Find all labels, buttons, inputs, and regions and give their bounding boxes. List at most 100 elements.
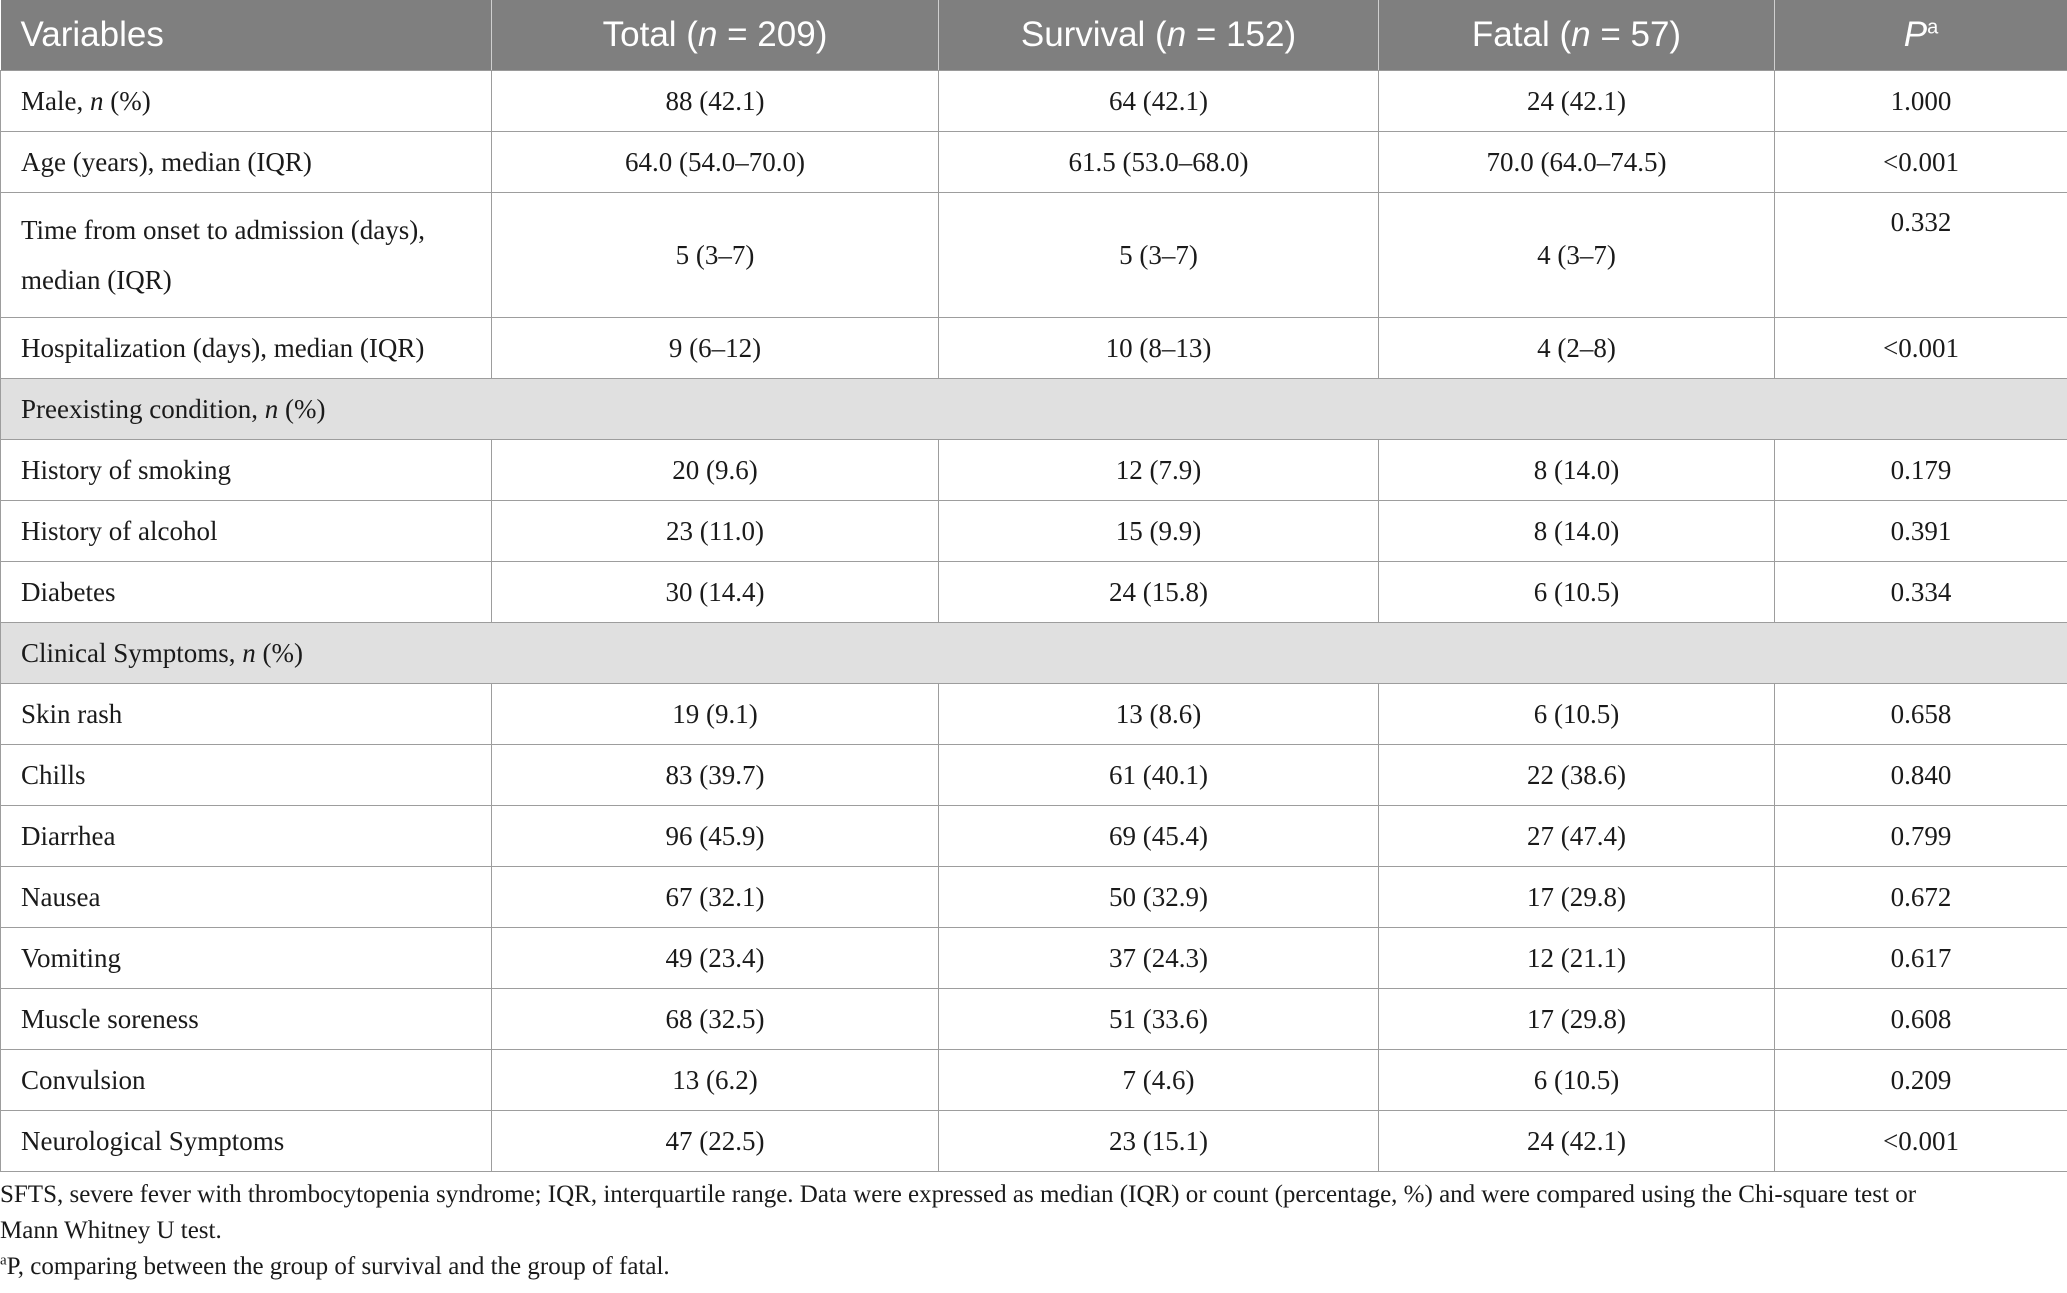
cell-p-value: 0.391 [1774, 500, 2067, 562]
cell-p-value: <0.001 [1774, 1110, 2067, 1172]
row-label: Nausea [0, 866, 492, 928]
table-row: Hospitalization (days), median (IQR) 9 (… [0, 317, 2067, 379]
row-label: History of alcohol [0, 500, 492, 562]
row-label: Hospitalization (days), median (IQR) [0, 317, 492, 379]
table-row: Skin rash 19 (9.1) 13 (8.6) 6 (10.5) 0.6… [0, 683, 2067, 745]
header-p-value: Pa [1774, 0, 2067, 71]
cell-p-value: 0.840 [1774, 744, 2067, 806]
row-label: Chills [0, 744, 492, 806]
table-row: Male, n (%) 88 (42.1) 64 (42.1) 24 (42.1… [0, 70, 2067, 132]
cell-fatal: 17 (29.8) [1378, 988, 1775, 1050]
cell-survival: 64 (42.1) [938, 70, 1379, 132]
header-variables: Variables [0, 0, 492, 71]
cell-fatal: 6 (10.5) [1378, 683, 1775, 745]
cell-p-value: 0.209 [1774, 1049, 2067, 1111]
cell-survival: 50 (32.9) [938, 866, 1379, 928]
cell-p-value: 0.332 [1774, 192, 2067, 318]
cell-total: 49 (23.4) [491, 927, 939, 989]
cell-fatal: 22 (38.6) [1378, 744, 1775, 806]
row-label: Muscle soreness [0, 988, 492, 1050]
cell-survival: 23 (15.1) [938, 1110, 1379, 1172]
table-row: Time from onset to admission (days), medi… [0, 192, 2067, 318]
cell-survival: 61.5 (53.0–68.0) [938, 131, 1379, 193]
cell-fatal: 70.0 (64.0–74.5) [1378, 131, 1775, 193]
section-label: Preexisting condition, n (%) [0, 378, 2067, 440]
header-row: Variables Total (n = 209) Survival (n = … [0, 0, 2067, 71]
cell-fatal: 17 (29.8) [1378, 866, 1775, 928]
cell-p-value: 0.334 [1774, 561, 2067, 623]
row-label: Diabetes [0, 561, 492, 623]
cell-total: 13 (6.2) [491, 1049, 939, 1111]
cell-fatal: 27 (47.4) [1378, 805, 1775, 867]
data-table-container: Variables Total (n = 209) Survival (n = … [0, 0, 2067, 1172]
cell-total: 67 (32.1) [491, 866, 939, 928]
cell-fatal: 6 (10.5) [1378, 561, 1775, 623]
cell-total: 23 (11.0) [491, 500, 939, 562]
cell-fatal: 12 (21.1) [1378, 927, 1775, 989]
table-footnotes: SFTS, severe fever with thrombocytopenia… [0, 1177, 2067, 1285]
cell-survival: 37 (24.3) [938, 927, 1379, 989]
table-row: Age (years), median (IQR) 64.0 (54.0–70.… [0, 131, 2067, 193]
cell-p-value: 0.658 [1774, 683, 2067, 745]
cell-p-value: 0.179 [1774, 439, 2067, 501]
cell-total: 96 (45.9) [491, 805, 939, 867]
cell-p-value: <0.001 [1774, 317, 2067, 379]
cell-fatal: 24 (42.1) [1378, 70, 1775, 132]
cell-fatal: 6 (10.5) [1378, 1049, 1775, 1111]
data-table: Variables Total (n = 209) Survival (n = … [0, 0, 2067, 1172]
cell-total: 64.0 (54.0–70.0) [491, 131, 939, 193]
cell-total: 19 (9.1) [491, 683, 939, 745]
footnote-a: aP, comparing between the group of survi… [0, 1252, 670, 1280]
table-row: History of alcohol 23 (11.0) 15 (9.9) 8 … [0, 500, 2067, 562]
row-label: Vomiting [0, 927, 492, 989]
row-label: Neurological Symptoms [0, 1110, 492, 1172]
section-label: Clinical Symptoms, n (%) [0, 622, 2067, 684]
header-survival: Survival (n = 152) [938, 0, 1379, 71]
cell-p-value: <0.001 [1774, 131, 2067, 193]
cell-survival: 10 (8–13) [938, 317, 1379, 379]
row-label: Skin rash [0, 683, 492, 745]
row-label: Age (years), median (IQR) [0, 131, 492, 193]
table-row: Vomiting 49 (23.4) 37 (24.3) 12 (21.1) 0… [0, 927, 2067, 989]
cell-p-value: 0.672 [1774, 866, 2067, 928]
cell-survival: 69 (45.4) [938, 805, 1379, 867]
row-label: Time from onset to admission (days), medi… [0, 192, 492, 318]
cell-survival: 12 (7.9) [938, 439, 1379, 501]
table-row: Nausea 67 (32.1) 50 (32.9) 17 (29.8) 0.6… [0, 866, 2067, 928]
table-row: Diarrhea 96 (45.9) 69 (45.4) 27 (47.4) 0… [0, 805, 2067, 867]
row-label: Male, n (%) [0, 70, 492, 132]
cell-p-value: 0.799 [1774, 805, 2067, 867]
cell-survival: 24 (15.8) [938, 561, 1379, 623]
row-label: Diarrhea [0, 805, 492, 867]
cell-total: 88 (42.1) [491, 70, 939, 132]
cell-fatal: 8 (14.0) [1378, 500, 1775, 562]
cell-survival: 5 (3–7) [938, 192, 1379, 318]
header-fatal: Fatal (n = 57) [1378, 0, 1775, 71]
section-row-clinical-symptoms: Clinical Symptoms, n (%) [0, 622, 2067, 684]
cell-survival: 61 (40.1) [938, 744, 1379, 806]
cell-total: 20 (9.6) [491, 439, 939, 501]
table-row: Neurological Symptoms 47 (22.5) 23 (15.1… [0, 1110, 2067, 1172]
cell-p-value: 1.000 [1774, 70, 2067, 132]
cell-total: 68 (32.5) [491, 988, 939, 1050]
table-row: History of smoking 20 (9.6) 12 (7.9) 8 (… [0, 439, 2067, 501]
cell-total: 9 (6–12) [491, 317, 939, 379]
row-label: History of smoking [0, 439, 492, 501]
cell-survival: 13 (8.6) [938, 683, 1379, 745]
cell-total: 30 (14.4) [491, 561, 939, 623]
footnote-abbreviations: SFTS, severe fever with thrombocytopenia… [0, 1181, 1917, 1244]
header-total: Total (n = 209) [491, 0, 939, 71]
row-label: Convulsion [0, 1049, 492, 1111]
cell-fatal: 8 (14.0) [1378, 439, 1775, 501]
cell-survival: 7 (4.6) [938, 1049, 1379, 1111]
cell-fatal: 4 (3–7) [1378, 192, 1775, 318]
cell-p-value: 0.617 [1774, 927, 2067, 989]
cell-fatal: 24 (42.1) [1378, 1110, 1775, 1172]
table-row: Chills 83 (39.7) 61 (40.1) 22 (38.6) 0.8… [0, 744, 2067, 806]
section-row-preexisting: Preexisting condition, n (%) [0, 378, 2067, 440]
cell-fatal: 4 (2–8) [1378, 317, 1775, 379]
cell-p-value: 0.608 [1774, 988, 2067, 1050]
table-row: Diabetes 30 (14.4) 24 (15.8) 6 (10.5) 0.… [0, 561, 2067, 623]
cell-total: 83 (39.7) [491, 744, 939, 806]
cell-survival: 15 (9.9) [938, 500, 1379, 562]
